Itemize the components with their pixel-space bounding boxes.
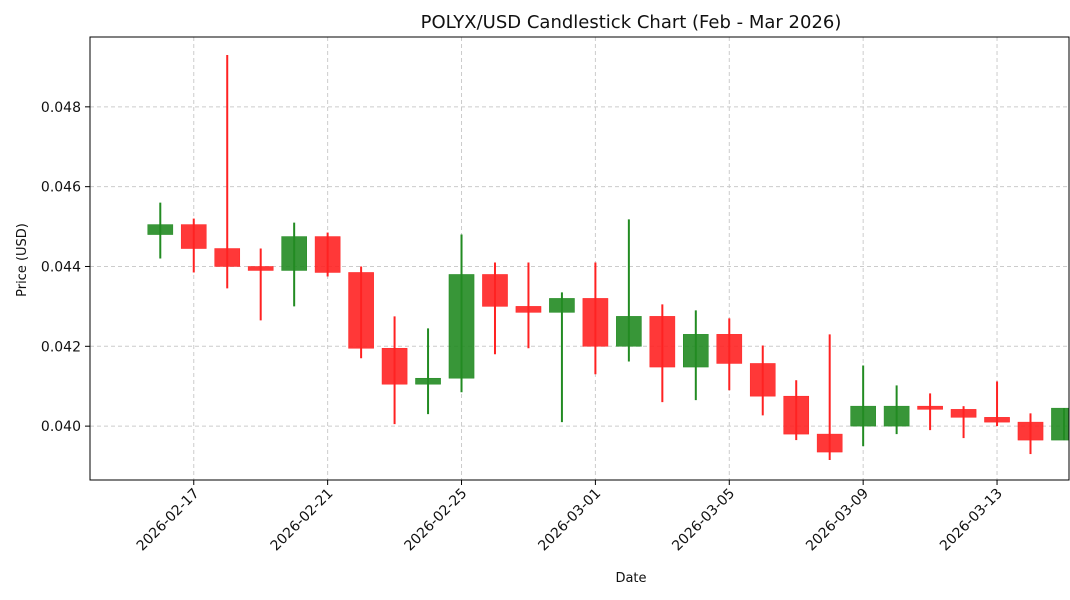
candle-body	[683, 334, 709, 368]
candle-body	[984, 417, 1010, 423]
candle-2026-02-18	[214, 54, 241, 289]
chart-title: POLYX/USD Candlestick Chart (Feb - Mar 2…	[421, 12, 842, 33]
tick-layer: 0.040 0.042 0.044 0.046 0.048 2026-02-17 2026-…	[41, 100, 1006, 555]
candle-2026-03-03	[649, 304, 676, 403]
y-tick-label: 0.040	[41, 419, 81, 435]
candle-body	[950, 409, 977, 418]
candle-body	[1017, 421, 1044, 441]
candle-2026-02-21	[314, 232, 341, 277]
candle-body	[549, 298, 575, 313]
candle-body	[816, 433, 843, 453]
candle-2026-02-24	[415, 328, 441, 415]
grid-layer	[90, 37, 1069, 480]
candle-2026-02-20	[281, 222, 307, 307]
candle-2026-03-02	[616, 219, 642, 362]
candle-2026-02-27	[515, 262, 542, 349]
candle-2026-02-23	[381, 316, 408, 425]
x-tick-label: 2026-02-25	[401, 486, 470, 555]
candle-2026-03-12	[950, 406, 977, 439]
candle-body	[348, 272, 374, 349]
candle-body	[180, 224, 207, 249]
candle-body	[1051, 407, 1069, 441]
candle-2026-03-08	[816, 334, 843, 461]
candle-2026-03-05	[716, 318, 743, 391]
candle-2026-02-26	[482, 262, 508, 355]
candle-2026-02-17	[180, 218, 207, 273]
candle-body	[214, 248, 241, 267]
plot-frame	[89, 36, 1070, 481]
candle-2026-03-04	[683, 310, 709, 401]
candle-body	[649, 316, 676, 368]
x-axis-label: Date	[615, 571, 646, 586]
candle-body	[147, 224, 174, 235]
candle-body	[582, 298, 609, 347]
y-axis-label: Price (USD)	[15, 223, 30, 297]
x-tick-label: 2026-03-13	[937, 486, 1006, 555]
x-tick-label: 2026-03-01	[535, 486, 604, 555]
candle-2026-03-11	[917, 393, 943, 431]
candle-2026-02-16	[147, 202, 174, 259]
candle-2026-03-14	[1017, 413, 1044, 455]
candle-body	[783, 395, 810, 435]
candle-body	[515, 306, 542, 313]
candle-2026-03-06	[749, 345, 776, 416]
candle-2026-02-22	[348, 266, 374, 359]
candle-body	[448, 274, 475, 379]
y-tick-label: 0.044	[41, 259, 81, 275]
candle-2026-03-07	[783, 380, 810, 441]
candle-body	[415, 377, 441, 385]
x-tick-label: 2026-03-05	[669, 486, 738, 555]
candle-2026-02-19	[247, 248, 274, 321]
y-tick-label: 0.046	[41, 180, 81, 196]
y-tick-label: 0.042	[41, 339, 81, 355]
candle-body	[850, 405, 876, 427]
candle-2026-03-10	[883, 385, 910, 435]
candle-layer	[147, 54, 1069, 461]
candle-body	[883, 405, 910, 427]
candle-body	[917, 405, 943, 410]
x-tick-label: 2026-03-09	[803, 486, 872, 555]
x-tick-label: 2026-02-21	[268, 486, 337, 555]
candle-body	[281, 236, 307, 271]
candle-body	[381, 348, 408, 385]
candle-body	[616, 316, 642, 347]
candle-2026-03-09	[850, 365, 876, 447]
candle-2026-02-28	[549, 292, 575, 423]
candle-2026-03-13	[984, 381, 1010, 427]
candle-2026-03-15	[1051, 407, 1069, 441]
candle-body	[749, 363, 776, 397]
candle-body	[247, 266, 274, 271]
candle-body	[482, 274, 508, 307]
candle-2026-02-25	[448, 234, 475, 393]
y-tick-label: 0.048	[41, 100, 81, 116]
candle-body	[314, 236, 341, 273]
candle-body	[716, 334, 743, 364]
candle-2026-03-01	[582, 262, 609, 375]
x-tick-label: 2026-02-17	[134, 486, 203, 555]
